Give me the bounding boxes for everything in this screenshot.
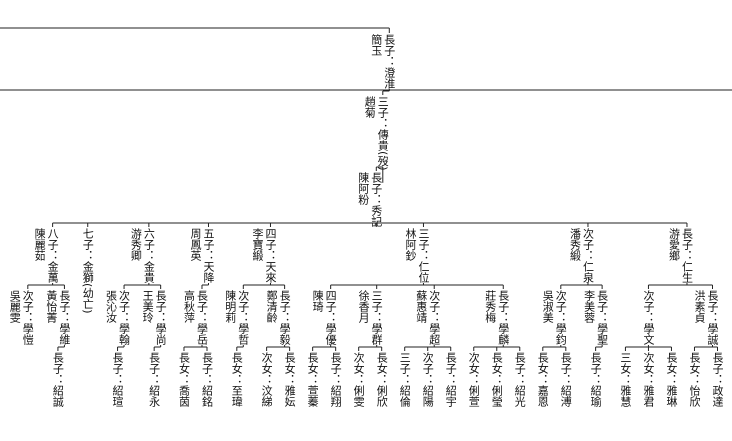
member-name: 次子：學愷	[21, 289, 34, 345]
spouse-name: 洪素貞	[693, 289, 706, 324]
member-name: 長子：紹永	[148, 352, 161, 407]
member-name: 三女：雅慧	[619, 352, 632, 407]
member-name: 長子：學聖	[596, 290, 609, 345]
spouse-name: 簡玉	[370, 33, 383, 56]
member-name: 長子：學岳	[195, 290, 208, 345]
member-name: 長女：怡欣	[688, 352, 701, 408]
member-name: 長女：嘉恩	[536, 352, 549, 407]
member-name: 長子：紹誠	[51, 352, 64, 408]
member-name: 次女：俐雯	[352, 351, 365, 408]
member-name: 次女：俐萱	[467, 351, 480, 407]
member-name: 長女：雅琳	[665, 352, 678, 408]
spouse-name: 徐香月	[357, 289, 370, 323]
spouse-name: 潘秀緞	[568, 228, 581, 262]
member-name: 長女：萱蓁	[306, 352, 319, 407]
member-name: 三子：學群	[370, 290, 383, 345]
member-name: 長子：紹銘	[200, 352, 213, 408]
member-name: 四子：學優	[324, 290, 337, 346]
spouse-name: 鄭清齡	[265, 289, 278, 324]
member-name: 長子：學尚	[154, 290, 167, 346]
member-name: 三子：傳貴(歿)	[376, 96, 389, 171]
member-name: 八子：金萬	[46, 228, 59, 284]
spouse-name: 王美玲	[141, 290, 154, 324]
member-name: 四子：天來	[264, 228, 277, 284]
spouse-name: 陳明莉	[224, 290, 237, 323]
member-name: 長子：政達	[711, 352, 724, 407]
member-name: 六子：金貴	[142, 228, 155, 284]
spouse-name: 趙菊	[363, 95, 376, 119]
member-name: 長子：紹溥	[559, 352, 572, 407]
member-name: 長子：仁生	[680, 228, 693, 283]
spouse-name: 吳麗雯	[8, 290, 21, 324]
member-name: 三子：仁位	[417, 228, 430, 283]
member-name: 三子：紹倫	[398, 352, 411, 407]
member-name: 長子：學維	[58, 290, 71, 345]
member-name: 次子：紹陽	[421, 351, 434, 408]
spouse-name: 林阿鈔	[404, 227, 417, 262]
spouse-name: 游愛鄉	[667, 228, 680, 261]
member-name: 長子：紹光	[513, 352, 526, 408]
spouse-name: 李寶緞	[251, 227, 264, 262]
member-name: 長女：喬茵	[177, 352, 190, 408]
spouse-name: 陳阿粉	[357, 172, 370, 205]
spouse-name: 吳淑美	[541, 290, 554, 323]
member-name: 次子：學超	[428, 289, 441, 346]
member-name: 次女：汶綈	[260, 351, 273, 408]
spouse-name: 游秀卿	[129, 228, 142, 262]
spouse-name: 高秋萍	[182, 289, 195, 324]
member-name: 次子：學翰	[118, 289, 131, 346]
member-name: 七子：金獅(幼亡)	[81, 228, 94, 314]
member-name: 五子：天降	[202, 228, 215, 283]
member-name: 長子：紹宇	[444, 352, 457, 407]
member-name: 長子：紹瑄	[111, 352, 124, 407]
member-name: 長女：至瑋	[230, 352, 243, 407]
spouse-name: 陳麗茹	[33, 228, 46, 262]
member-name: 次子：學哲	[237, 289, 250, 346]
spouse-name: 蘇惠靖	[415, 290, 428, 323]
member-name: 次子：學文	[642, 289, 655, 345]
spouse-name: 周鳳英	[189, 228, 202, 262]
spouse-name: 黃怡菁	[45, 290, 58, 324]
spouse-name: 張沁汝	[105, 290, 118, 324]
member-name: 次子：仁泉	[581, 227, 594, 283]
member-name: 長女：俐瑩	[490, 352, 503, 407]
spouse-name: 陳琦	[311, 290, 324, 312]
member-name: 長女：俐欣	[375, 352, 388, 408]
member-name: 長子：澄淮	[383, 34, 396, 89]
member-name: 次女：雅君	[642, 351, 655, 408]
member-name: 長子：學毅	[278, 290, 291, 346]
member-name: 長子：紹翔	[329, 352, 342, 408]
member-name: 長子：學誠	[706, 290, 719, 346]
member-name: 次子：學鈞	[554, 289, 567, 346]
spouse-name: 李美蓉	[583, 289, 596, 324]
member-name: 長子：學麟	[497, 290, 510, 346]
spouse-name: 莊秀梅	[484, 290, 497, 324]
member-name: 長子：紹瑜	[589, 352, 602, 408]
member-name: 長子：秀記	[370, 172, 383, 228]
member-name: 長女：雅妘	[283, 352, 296, 407]
